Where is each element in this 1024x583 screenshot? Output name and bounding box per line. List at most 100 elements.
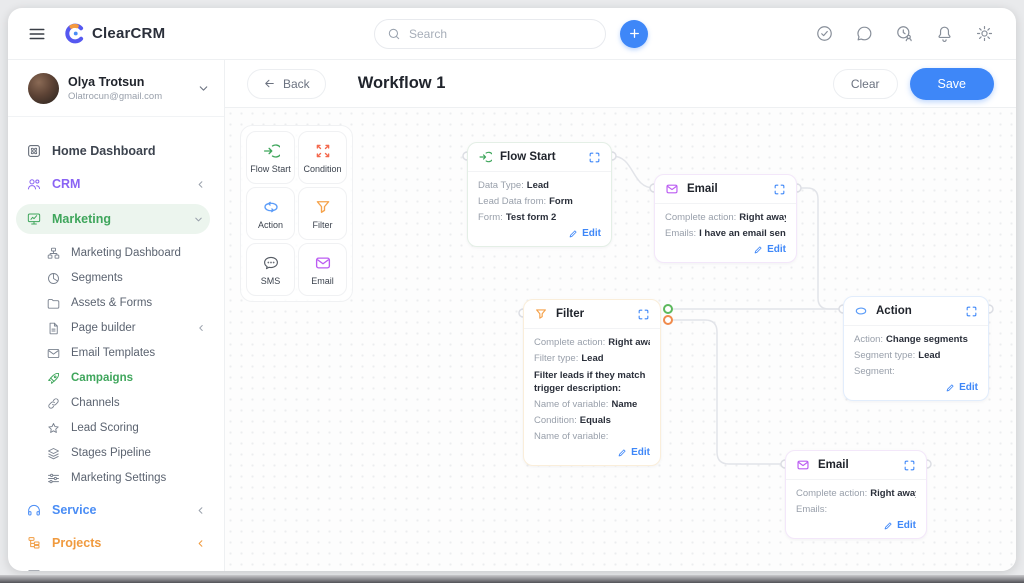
sidebar-item-label: Assets & Forms bbox=[71, 297, 153, 309]
page-icon bbox=[46, 321, 61, 336]
node-email-2[interactable]: Email Complete action: Right away Emails:… bbox=[785, 450, 927, 539]
sidebar-item-service[interactable]: Service bbox=[26, 497, 212, 523]
flow-start-icon bbox=[262, 142, 280, 160]
email-icon bbox=[314, 254, 332, 272]
sidebar-item-label: Service bbox=[52, 503, 97, 517]
sidebar-item-lead-scoring[interactable]: Lead Scoring bbox=[46, 416, 212, 440]
chevron-left-icon[interactable] bbox=[196, 323, 206, 333]
palette-tile-condition[interactable]: Condition bbox=[298, 131, 347, 184]
edit-link[interactable]: Edit bbox=[665, 244, 786, 255]
headset-icon bbox=[26, 502, 42, 518]
crm-icon bbox=[26, 176, 42, 192]
sidebar-item-label: Page builder bbox=[71, 322, 136, 334]
sidebar-item-label: Marketing bbox=[52, 212, 112, 226]
palette-tile-filter[interactable]: Filter bbox=[298, 187, 347, 240]
hamburger-menu-icon[interactable] bbox=[28, 25, 46, 43]
tree-icon bbox=[26, 535, 42, 551]
flow-start-icon bbox=[478, 150, 492, 164]
wire-flowstart-email bbox=[611, 155, 655, 189]
sliders-icon bbox=[46, 471, 61, 486]
chat-icon[interactable] bbox=[855, 24, 874, 43]
rocket-icon bbox=[46, 371, 61, 386]
brand-name: ClearCRM bbox=[92, 25, 166, 42]
sidebar-item-stages-pipeline[interactable]: Stages Pipeline bbox=[46, 441, 212, 465]
folder-icon bbox=[46, 296, 61, 311]
bell-icon[interactable] bbox=[935, 24, 954, 43]
sidebar-nav: Home Dashboard CRM Marketing Marketing D… bbox=[8, 117, 224, 571]
clear-button[interactable]: Clear bbox=[832, 68, 898, 99]
app-window: Clear CRM bbox=[8, 8, 1016, 571]
palette-tile-flow-start[interactable]: Flow Start bbox=[246, 131, 295, 184]
node-filter[interactable]: Filter Complete action:Right away Filter… bbox=[523, 299, 661, 466]
palette-tile-action[interactable]: Action bbox=[246, 187, 295, 240]
sidebar-item-marketing-settings[interactable]: Marketing Settings bbox=[46, 466, 212, 490]
expand-icon[interactable] bbox=[773, 183, 786, 196]
sidebar-item-label: Projects bbox=[52, 536, 102, 550]
sidebar-item-home-dashboard[interactable]: Home Dashboard bbox=[26, 138, 212, 164]
search-input[interactable] bbox=[409, 26, 593, 41]
palette-tile-email[interactable]: Email bbox=[298, 243, 347, 296]
node-title: Flow Start bbox=[500, 151, 556, 163]
chevron-left-icon[interactable] bbox=[195, 538, 206, 549]
marketing-dashboard-icon bbox=[46, 246, 61, 261]
back-button[interactable]: Back bbox=[247, 68, 326, 99]
edit-link[interactable]: Edit bbox=[478, 228, 601, 239]
palette-tile-sms[interactable]: SMS bbox=[246, 243, 295, 296]
sidebar-item-reports[interactable]: Reports bbox=[26, 563, 212, 571]
node-flow-start[interactable]: Flow Start Data Type: Lead Lead Data from… bbox=[467, 142, 612, 247]
presentation-icon bbox=[26, 568, 42, 571]
segments-icon bbox=[46, 271, 61, 286]
node-email-1[interactable]: Email Complete action: Right away Emails:… bbox=[654, 174, 797, 263]
add-button[interactable] bbox=[620, 19, 648, 48]
sidebar-item-label: Channels bbox=[71, 397, 120, 409]
palette-tile-label: SMS bbox=[260, 275, 281, 286]
expand-icon[interactable] bbox=[588, 151, 601, 164]
palette-tile-label: Email bbox=[311, 275, 334, 286]
expand-icon[interactable] bbox=[903, 459, 916, 472]
sidebar-item-assets-forms[interactable]: Assets & Forms bbox=[46, 291, 212, 315]
main-area: Back Workflow 1 Clear Save bbox=[225, 60, 1016, 571]
check-circle-icon[interactable] bbox=[815, 24, 834, 43]
edit-link[interactable]: Edit bbox=[534, 447, 650, 458]
port-filter-false[interactable] bbox=[663, 315, 673, 325]
expand-icon[interactable] bbox=[965, 305, 978, 318]
save-button[interactable]: Save bbox=[909, 67, 994, 100]
sidebar-item-marketing-dashboard[interactable]: Marketing Dashboard bbox=[46, 241, 212, 265]
sidebar-item-crm[interactable]: CRM bbox=[26, 171, 212, 197]
expand-icon[interactable] bbox=[637, 308, 650, 321]
wire-email-action bbox=[797, 187, 843, 310]
filter-icon bbox=[314, 198, 332, 216]
activity-icon[interactable] bbox=[895, 24, 914, 43]
node-action[interactable]: Action Action: Change segments Segment ty… bbox=[843, 296, 989, 401]
palette-tile-label: Flow Start bbox=[250, 163, 291, 174]
wire-filter-false-email bbox=[668, 319, 785, 465]
sidebar-item-page-builder[interactable]: Page builder bbox=[46, 316, 212, 340]
chevron-down-icon[interactable] bbox=[193, 214, 204, 225]
chevron-down-icon[interactable] bbox=[197, 82, 210, 95]
layers-icon bbox=[46, 446, 61, 461]
port-filter-true[interactable] bbox=[663, 304, 673, 314]
back-label: Back bbox=[283, 76, 310, 91]
top-bar: ClearCRM bbox=[8, 8, 1016, 60]
edit-link[interactable]: Edit bbox=[854, 382, 978, 393]
workflow-canvas[interactable]: Flow Start Condition Action Filter bbox=[225, 108, 1016, 571]
brand-logo[interactable]: ClearCRM bbox=[64, 23, 165, 44]
sidebar-item-channels[interactable]: Channels bbox=[46, 391, 212, 415]
user-profile[interactable]: Olya Trotsun Olatrocun@gmail.com bbox=[8, 60, 224, 117]
sidebar-item-projects[interactable]: Projects bbox=[26, 530, 212, 556]
gear-icon[interactable] bbox=[975, 24, 994, 43]
star-icon bbox=[46, 421, 61, 436]
sidebar-item-email-templates[interactable]: Email Templates bbox=[46, 341, 212, 365]
edit-link[interactable]: Edit bbox=[796, 520, 916, 531]
node-palette: Flow Start Condition Action Filter bbox=[240, 125, 353, 302]
chevron-left-icon[interactable] bbox=[195, 571, 206, 572]
email-icon bbox=[665, 182, 679, 196]
sidebar-item-segments[interactable]: Segments bbox=[46, 266, 212, 290]
sidebar-item-marketing[interactable]: Marketing bbox=[16, 204, 210, 234]
chevron-left-icon[interactable] bbox=[195, 505, 206, 516]
search-bar[interactable] bbox=[374, 18, 606, 49]
node-title: Action bbox=[876, 305, 912, 317]
chevron-left-icon[interactable] bbox=[195, 179, 206, 190]
link-icon bbox=[46, 396, 61, 411]
sidebar-item-campaigns[interactable]: Campaigns bbox=[46, 366, 212, 390]
